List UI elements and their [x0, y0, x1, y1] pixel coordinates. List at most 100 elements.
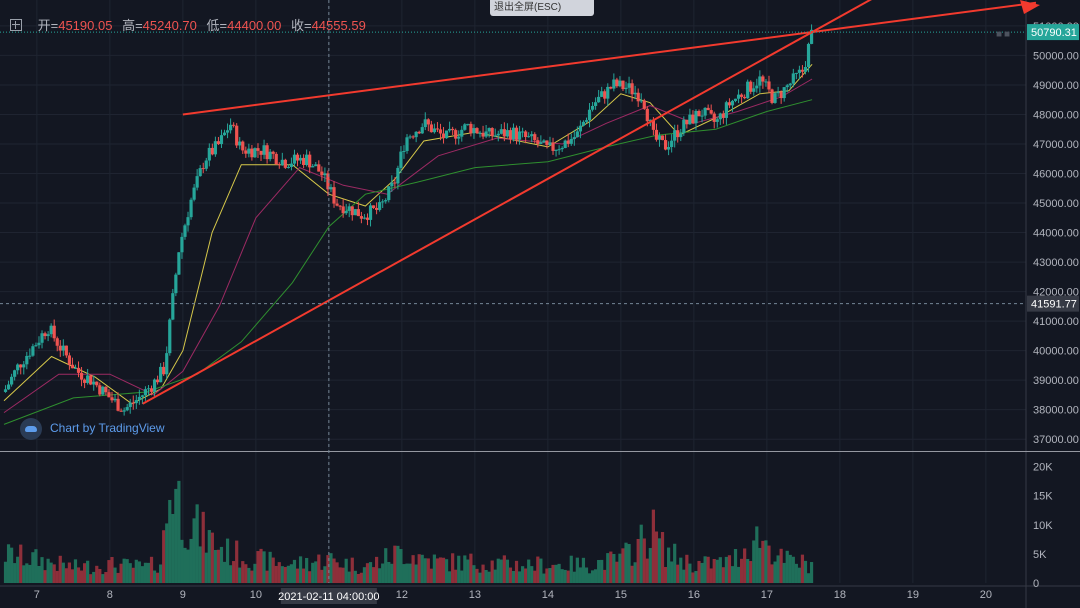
- volume-bar: [673, 543, 677, 583]
- candle-body: [180, 236, 184, 253]
- candle-body: [429, 124, 433, 133]
- time-tick-label: 12: [396, 589, 408, 601]
- candle-body: [597, 96, 601, 103]
- volume-bar: [34, 549, 38, 583]
- volume-bar: [448, 571, 452, 583]
- volume-bar: [560, 569, 564, 583]
- candle-body: [165, 353, 169, 375]
- volume-bar: [806, 573, 811, 583]
- candle-body: [688, 114, 692, 125]
- volume-bar: [146, 562, 151, 583]
- volume-bar: [624, 542, 628, 583]
- candle-body: [79, 372, 84, 380]
- candle-body: [767, 81, 771, 90]
- volume-bar: [548, 568, 552, 583]
- volume-bar: [381, 563, 385, 583]
- volume-bar: [639, 524, 643, 583]
- candle-body: [362, 217, 367, 219]
- volume-bar: [408, 563, 412, 583]
- candle-body: [116, 398, 120, 411]
- volume-bar: [429, 568, 433, 583]
- candle-body: [472, 128, 476, 134]
- volume-bar: [201, 511, 205, 583]
- candle-body: [286, 166, 290, 168]
- candle-body: [399, 151, 403, 168]
- volume-bar: [755, 526, 759, 583]
- moving-average-line: [3, 99, 813, 425]
- volume-bar: [368, 562, 373, 583]
- volume-bar: [648, 548, 652, 583]
- candle-body: [414, 131, 418, 138]
- expand-icon[interactable]: [10, 19, 22, 31]
- candle-body: [600, 91, 604, 97]
- volume-bar: [140, 566, 144, 583]
- exit-fullscreen-button[interactable]: 退出全屏(ESC): [490, 0, 594, 16]
- volume-bar: [137, 561, 141, 583]
- candle-body: [521, 131, 525, 133]
- candle-body: [292, 154, 297, 164]
- volume-bar: [192, 518, 196, 583]
- candle-body: [402, 150, 406, 152]
- candle-body: [277, 164, 281, 166]
- candle-body: [730, 100, 735, 106]
- price-tick-label: 41000.00: [1033, 316, 1079, 328]
- volume-bar: [359, 572, 363, 583]
- candle-body: [104, 386, 108, 393]
- candle-body: [484, 131, 488, 137]
- volume-bar: [563, 569, 567, 583]
- candle-body: [457, 136, 461, 139]
- volume-bar: [213, 550, 217, 583]
- candle-body: [55, 338, 59, 346]
- candle-body: [648, 119, 652, 122]
- volume-bar: [730, 566, 735, 583]
- candle-body: [219, 135, 224, 145]
- volume-bar: [250, 570, 254, 583]
- volume-bar: [411, 555, 415, 583]
- chart-settings-icon[interactable]: ■■: [996, 29, 1013, 40]
- candle-body: [359, 216, 363, 219]
- volume-bar: [393, 545, 397, 583]
- candle-body: [107, 392, 111, 398]
- candle-body: [152, 379, 157, 392]
- candle-body: [378, 202, 382, 210]
- candle-body: [365, 217, 370, 220]
- candle-body: [764, 81, 768, 83]
- price-tick-label: 45000.00: [1033, 198, 1079, 210]
- volume-bar: [457, 555, 461, 583]
- candle-body: [207, 147, 211, 161]
- volume-tick-label: 0: [1033, 578, 1039, 590]
- volume-bars: [3, 480, 814, 583]
- volume-bar: [341, 567, 345, 583]
- volume-bar: [721, 567, 725, 583]
- volume-bar: [740, 558, 744, 583]
- volume-bar: [335, 562, 339, 583]
- volume-bar: [621, 548, 625, 583]
- candle-body: [241, 141, 245, 151]
- volume-bar: [776, 555, 780, 583]
- tradingview-watermark[interactable]: Chart by TradingView: [20, 418, 165, 440]
- volume-bar: [399, 549, 403, 583]
- volume-bar: [241, 561, 245, 583]
- candle-body: [691, 114, 695, 124]
- volume-bar: [222, 561, 227, 583]
- candle-body: [52, 325, 56, 339]
- price-axis: 51000.0050000.0049000.0048000.0047000.00…: [1033, 21, 1079, 446]
- candle-body: [727, 102, 732, 106]
- crosshair-price-label: 41591.77: [1031, 299, 1077, 311]
- volume-bar: [536, 556, 540, 583]
- volume-bar: [554, 564, 558, 583]
- volume-bar: [125, 559, 129, 583]
- volume-bar: [113, 567, 117, 583]
- candle-body: [451, 128, 455, 131]
- volume-bar: [469, 553, 473, 583]
- candle-body: [405, 137, 409, 151]
- volume-bar: [460, 570, 464, 583]
- candle-body: [809, 29, 814, 44]
- volume-bar: [83, 563, 87, 583]
- candle-body: [183, 225, 187, 237]
- volume-bar: [746, 558, 750, 583]
- candle-body: [73, 367, 78, 369]
- volume-bar: [110, 557, 114, 583]
- volume-bar: [600, 559, 604, 583]
